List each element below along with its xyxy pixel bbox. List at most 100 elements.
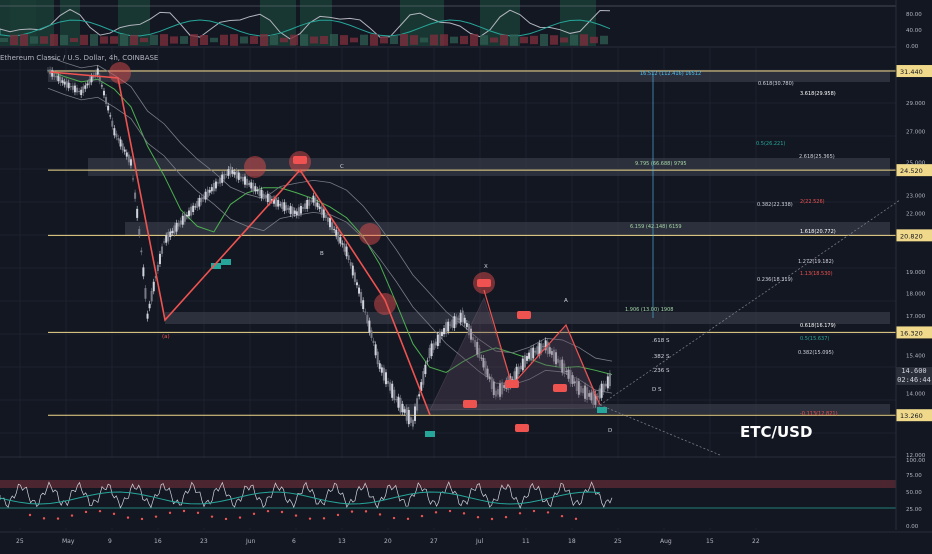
candle-body	[148, 303, 151, 309]
rsi-axis-label: 100.00	[906, 458, 926, 464]
candle-body	[492, 381, 495, 396]
symbol-label[interactable]: Ethereum Classic / U.S. Dollar, 4h, COIN…	[0, 54, 159, 62]
rsi-dot	[378, 513, 382, 516]
candle-body	[256, 189, 259, 192]
candle-body	[264, 195, 267, 199]
candle-body	[592, 390, 595, 406]
candle-body	[260, 189, 263, 199]
candle-body	[206, 189, 209, 198]
candle-body	[382, 367, 385, 381]
candle-body	[351, 265, 354, 276]
top-osc-bar	[590, 36, 598, 44]
candle-body	[198, 197, 201, 207]
candle-body	[407, 409, 410, 425]
candle-body	[511, 379, 514, 381]
rsi-dot	[448, 509, 452, 513]
rsi-dot	[168, 511, 172, 515]
candle-body	[165, 235, 168, 243]
candle-body	[268, 195, 271, 203]
candle-body	[136, 208, 139, 218]
candle-body	[65, 81, 68, 88]
top-osc-bar	[550, 35, 558, 45]
top-osc-bar	[530, 35, 538, 45]
candle-body	[167, 231, 170, 242]
top-osc-bar	[120, 34, 128, 46]
top-osc-bar	[330, 34, 338, 46]
candle-body	[117, 137, 120, 141]
candle-body	[243, 176, 246, 185]
candle-body	[436, 334, 439, 347]
top-osc-bar	[290, 34, 298, 46]
candle-body	[472, 337, 475, 341]
current-price-box: 14.600 02:46:44	[896, 367, 932, 385]
top-osc-bar	[320, 35, 328, 45]
candle-body	[275, 197, 278, 207]
candle-body	[335, 229, 338, 237]
top-osc-bar	[20, 34, 28, 46]
rsi-dot	[336, 513, 340, 517]
time-axis-label: 6	[292, 538, 296, 545]
time-axis-label: 13	[338, 538, 346, 545]
top-osc-bar	[400, 34, 408, 46]
candle-body	[490, 377, 493, 390]
pivot-circle	[473, 272, 495, 294]
candle-body	[474, 340, 477, 347]
candle-body	[258, 188, 261, 196]
rsi-axis-label: 0.00	[906, 524, 919, 530]
candle-body	[341, 243, 344, 245]
candle-body	[175, 222, 178, 232]
pattern-label: C	[340, 164, 344, 170]
candle-body	[455, 316, 458, 325]
candle-body	[138, 228, 141, 235]
time-axis-label: 23	[200, 538, 208, 545]
candle-body	[395, 399, 398, 401]
candle-body	[569, 370, 572, 384]
pattern-label: .236 S	[652, 368, 670, 374]
candle-body	[277, 200, 280, 207]
candle-body	[306, 200, 309, 209]
pivot-circle	[374, 293, 396, 315]
top-osc-axis-label: 0.00	[906, 44, 919, 50]
level-zone	[405, 404, 890, 414]
candle-body	[314, 197, 317, 207]
pivot-circle	[289, 151, 311, 173]
candle-body	[393, 389, 396, 401]
level-zone	[88, 158, 890, 176]
candle-body	[90, 76, 93, 83]
candle-body	[438, 331, 441, 343]
top-osc-bar	[180, 36, 188, 44]
candle-body	[107, 105, 110, 111]
rsi-dot	[546, 511, 550, 514]
rsi-dot	[112, 512, 116, 516]
current-price: 14.600	[901, 367, 927, 375]
candle-body	[200, 197, 203, 203]
top-osc-axis-label: 40.00	[906, 28, 922, 34]
candle-body	[453, 316, 456, 329]
top-osc-bar	[390, 35, 398, 45]
rsi-dot	[504, 515, 508, 519]
candle-body	[461, 310, 464, 322]
candle-body	[237, 172, 240, 180]
candle-body	[424, 364, 427, 375]
candle-body	[177, 223, 180, 227]
candle-body	[358, 287, 361, 294]
candle-body	[111, 120, 114, 127]
level-price-box	[896, 409, 932, 422]
candle-body	[467, 323, 470, 336]
candle-body	[486, 368, 489, 377]
fib-label: 0.5(26.221)	[756, 141, 785, 147]
candle-body	[447, 321, 450, 332]
candle-body	[414, 406, 417, 421]
rsi-dot	[154, 515, 158, 518]
top-osc-bar	[190, 34, 198, 46]
candle-body	[63, 81, 66, 85]
candle-body	[285, 205, 288, 211]
candle-body	[546, 341, 549, 355]
candle-body	[161, 246, 164, 254]
top-osc-bar	[450, 36, 458, 44]
top-osc-bar	[380, 36, 388, 44]
level-price-label: 13.260	[900, 412, 923, 420]
